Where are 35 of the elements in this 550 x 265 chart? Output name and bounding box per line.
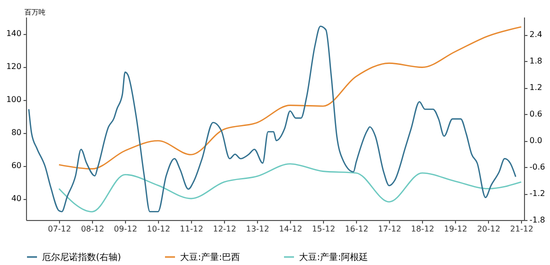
line-series [58,26,522,170]
x-tick-label: 17-12 [378,224,402,234]
x-tick-label: 07-12 [48,224,72,234]
x-tick-label: 10-12 [146,224,170,234]
line-series [28,26,516,212]
x-tick-label: 19-12 [444,224,468,234]
line-series [58,163,522,212]
y-tick-label: 60 [11,161,22,170]
x-tick-label: 11-12 [180,224,204,234]
y-tick-label: 40 [11,194,22,204]
x-tick-label: 08-12 [80,224,104,234]
legend-label: 大豆:产量:阿根廷 [299,252,368,263]
y2-tick-label: 1.2 [530,83,542,92]
y-tick-label: 140 [6,29,22,38]
legend-label: 大豆:产量:巴西 [180,252,240,263]
y-tick-label: 80 [11,128,22,138]
y2-tick-label: 1.8 [530,56,542,66]
legend-label: 厄尔尼诺指数(右轴) [42,252,122,263]
y2-tick-label: 2.4 [530,30,542,40]
x-tick-label: 18-12 [411,224,434,234]
y-tick-label: 100 [6,95,22,104]
x-tick-label: 13-12 [246,224,270,234]
y2-tick-label: 0.6 [530,110,542,119]
x-tick-label: 15-12 [312,224,336,234]
x-tick-label: 16-12 [345,224,368,234]
x-tick-label: 12-12 [212,224,236,234]
y2-tick-label: -1.2 [530,189,546,198]
x-tick-label: 21-12 [510,224,534,234]
y2-tick-label: -0.6 [530,162,546,172]
x-tick-label: 09-12 [114,224,138,234]
y2-tick-label: -1.8 [530,216,546,224]
y2-tick-label: 0.0 [530,136,542,146]
x-tick-label: 20-12 [477,224,500,234]
y-tick-label: 120 [6,62,22,72]
x-tick-label: 14-12 [278,224,302,234]
